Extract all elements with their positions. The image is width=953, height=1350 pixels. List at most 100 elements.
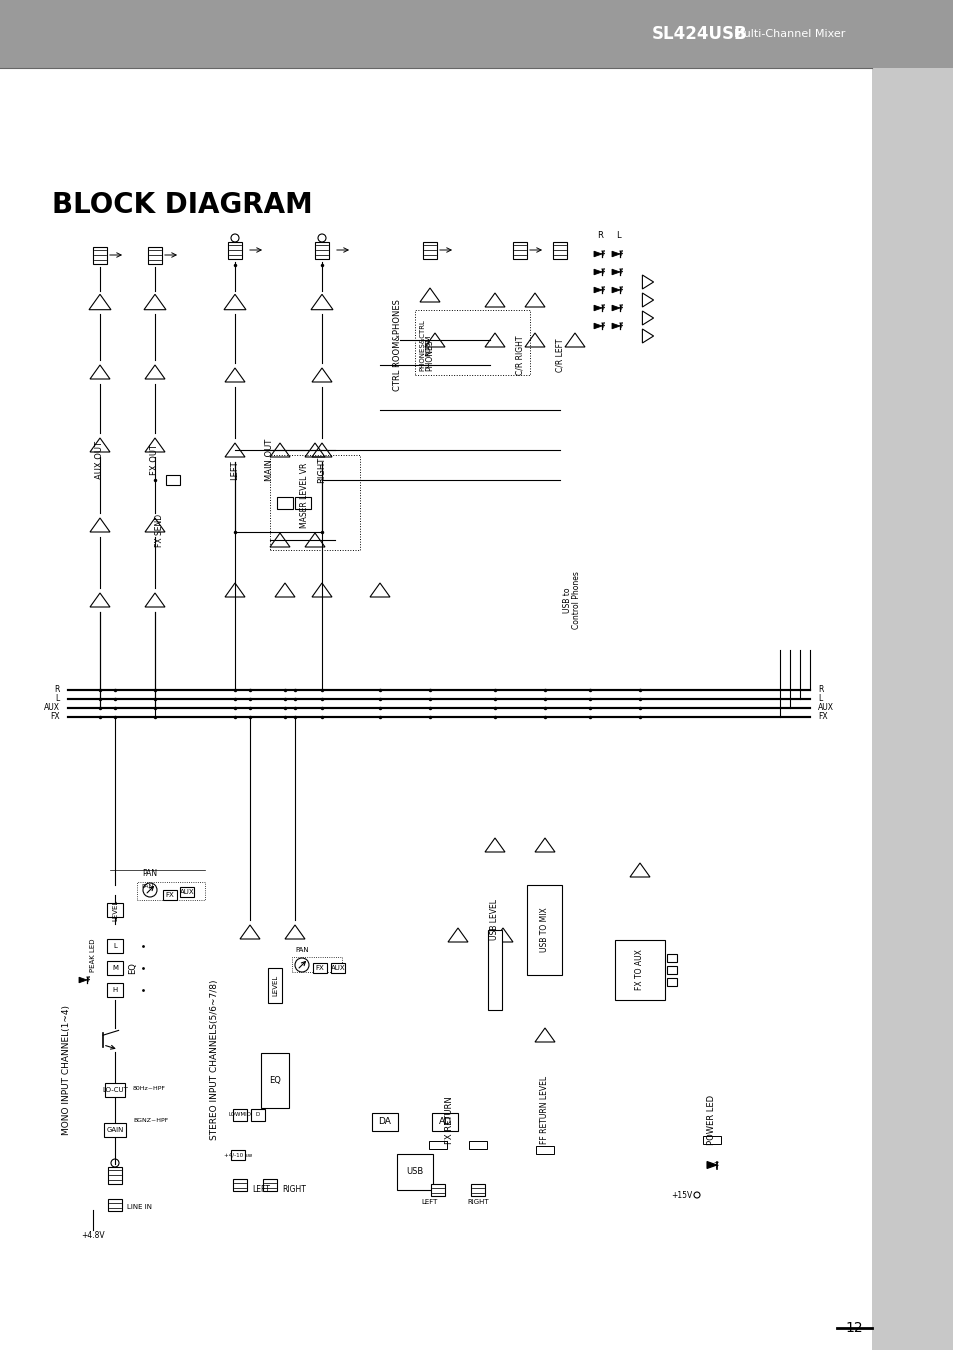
Text: FX TO AUX: FX TO AUX	[635, 949, 644, 991]
Text: L: L	[113, 944, 117, 949]
Bar	[372, 1112, 397, 1131]
Text: C/R LEFT: C/R LEFT	[555, 339, 564, 371]
Text: DA: DA	[378, 1118, 391, 1126]
Text: FX: FX	[51, 713, 60, 721]
Text: FX RETURN: FX RETURN	[445, 1096, 454, 1143]
Text: SL424USB: SL424USB	[651, 26, 747, 43]
Bar	[615, 940, 664, 1000]
Polygon shape	[79, 977, 87, 983]
Bar	[228, 242, 242, 258]
Bar	[666, 977, 677, 986]
Bar	[422, 242, 436, 258]
Bar	[270, 455, 359, 549]
Text: C/R RIGHT: C/R RIGHT	[515, 335, 524, 375]
Text: PEAK LED: PEAK LED	[90, 938, 96, 972]
Text: R: R	[597, 231, 602, 239]
Bar	[268, 968, 282, 1003]
Polygon shape	[594, 288, 601, 293]
Text: BLOCK DIAGRAM: BLOCK DIAGRAM	[52, 190, 313, 219]
Text: USB: USB	[406, 1168, 423, 1176]
Bar	[107, 961, 123, 975]
Bar	[261, 1053, 289, 1107]
Text: Multi-Channel Mixer: Multi-Channel Mixer	[733, 28, 844, 39]
Text: USB to: USB to	[563, 587, 572, 613]
Text: BGNZ~HPF: BGNZ~HPF	[132, 1118, 168, 1122]
Text: POWER LED: POWER LED	[707, 1095, 716, 1145]
Text: LINE IN: LINE IN	[127, 1204, 152, 1210]
Polygon shape	[594, 269, 601, 275]
Bar	[331, 963, 345, 973]
Text: CTRL ROOM&PHONES: CTRL ROOM&PHONES	[393, 300, 402, 391]
Text: LEVEL: LEVEL	[112, 899, 118, 921]
Bar	[251, 1108, 265, 1120]
Text: FF RETURN LEVEL: FF RETURN LEVEL	[540, 1076, 549, 1143]
Polygon shape	[594, 305, 601, 310]
Bar	[231, 1150, 245, 1160]
Polygon shape	[594, 323, 601, 329]
Text: PAN: PAN	[294, 946, 309, 953]
Text: L: L	[615, 231, 619, 239]
Bar	[107, 903, 123, 917]
Bar	[0, 0, 953, 68]
Bar	[92, 247, 107, 263]
Bar	[702, 1135, 720, 1143]
Text: FX OUT: FX OUT	[151, 444, 159, 475]
Text: MAIN OUT: MAIN OUT	[265, 439, 274, 481]
Bar	[488, 930, 501, 1010]
Bar	[536, 1146, 554, 1154]
Bar	[104, 1123, 126, 1137]
Text: STEREO INPUT CHANNELS(5/6~7/8): STEREO INPUT CHANNELS(5/6~7/8)	[211, 980, 219, 1141]
Text: M: M	[112, 965, 118, 971]
Bar	[163, 890, 177, 900]
Text: GAIN: GAIN	[106, 1127, 124, 1133]
Polygon shape	[612, 269, 619, 275]
Bar	[108, 1166, 122, 1184]
Text: LEFT: LEFT	[421, 1199, 437, 1206]
Text: PHONES&CTRL: PHONES&CTRL	[418, 319, 424, 371]
Polygon shape	[706, 1161, 717, 1169]
Text: RIGHT: RIGHT	[317, 456, 326, 483]
Text: FX: FX	[166, 892, 174, 898]
Bar	[396, 1154, 433, 1189]
Text: USB LEVEL: USB LEVEL	[490, 899, 499, 941]
Bar	[415, 310, 530, 375]
Text: RIGHT: RIGHT	[467, 1199, 488, 1206]
Text: D: D	[255, 1112, 260, 1118]
Bar	[666, 954, 677, 963]
Text: AUX: AUX	[817, 703, 833, 713]
Bar	[233, 1108, 247, 1120]
Text: RIGHT: RIGHT	[282, 1185, 306, 1195]
Text: +4/-10 sw: +4/-10 sw	[224, 1153, 252, 1157]
Text: LO-CUT: LO-CUT	[102, 1087, 128, 1094]
Text: LEFT: LEFT	[252, 1185, 270, 1195]
Text: LEFT: LEFT	[231, 460, 239, 479]
Bar	[871, 68, 953, 1350]
Bar	[105, 1083, 125, 1098]
Circle shape	[294, 958, 309, 972]
Text: +4.8V: +4.8V	[81, 1230, 105, 1239]
Bar	[471, 1184, 484, 1196]
Text: LOWMID: LOWMID	[229, 1112, 252, 1118]
Bar	[313, 963, 327, 973]
Polygon shape	[612, 305, 619, 310]
Bar	[108, 1199, 122, 1211]
Bar	[553, 242, 566, 258]
Bar	[429, 1141, 447, 1149]
Text: L: L	[55, 694, 60, 703]
Polygon shape	[594, 251, 601, 256]
Bar	[513, 242, 526, 258]
Text: AUX OUT: AUX OUT	[95, 441, 105, 479]
Bar	[527, 886, 562, 975]
Text: R: R	[817, 686, 822, 694]
Text: MASER LEVEL VR: MASER LEVEL VR	[300, 462, 309, 528]
Bar	[233, 1179, 247, 1191]
Bar	[294, 497, 311, 509]
Text: PHONES: PHONES	[425, 339, 434, 371]
Text: AUX: AUX	[331, 965, 345, 971]
Circle shape	[143, 883, 157, 896]
Bar	[137, 882, 205, 900]
Polygon shape	[612, 323, 619, 329]
Text: AD: AD	[438, 1118, 451, 1126]
Text: AUX: AUX	[179, 890, 194, 895]
Text: AUX: AUX	[44, 703, 60, 713]
